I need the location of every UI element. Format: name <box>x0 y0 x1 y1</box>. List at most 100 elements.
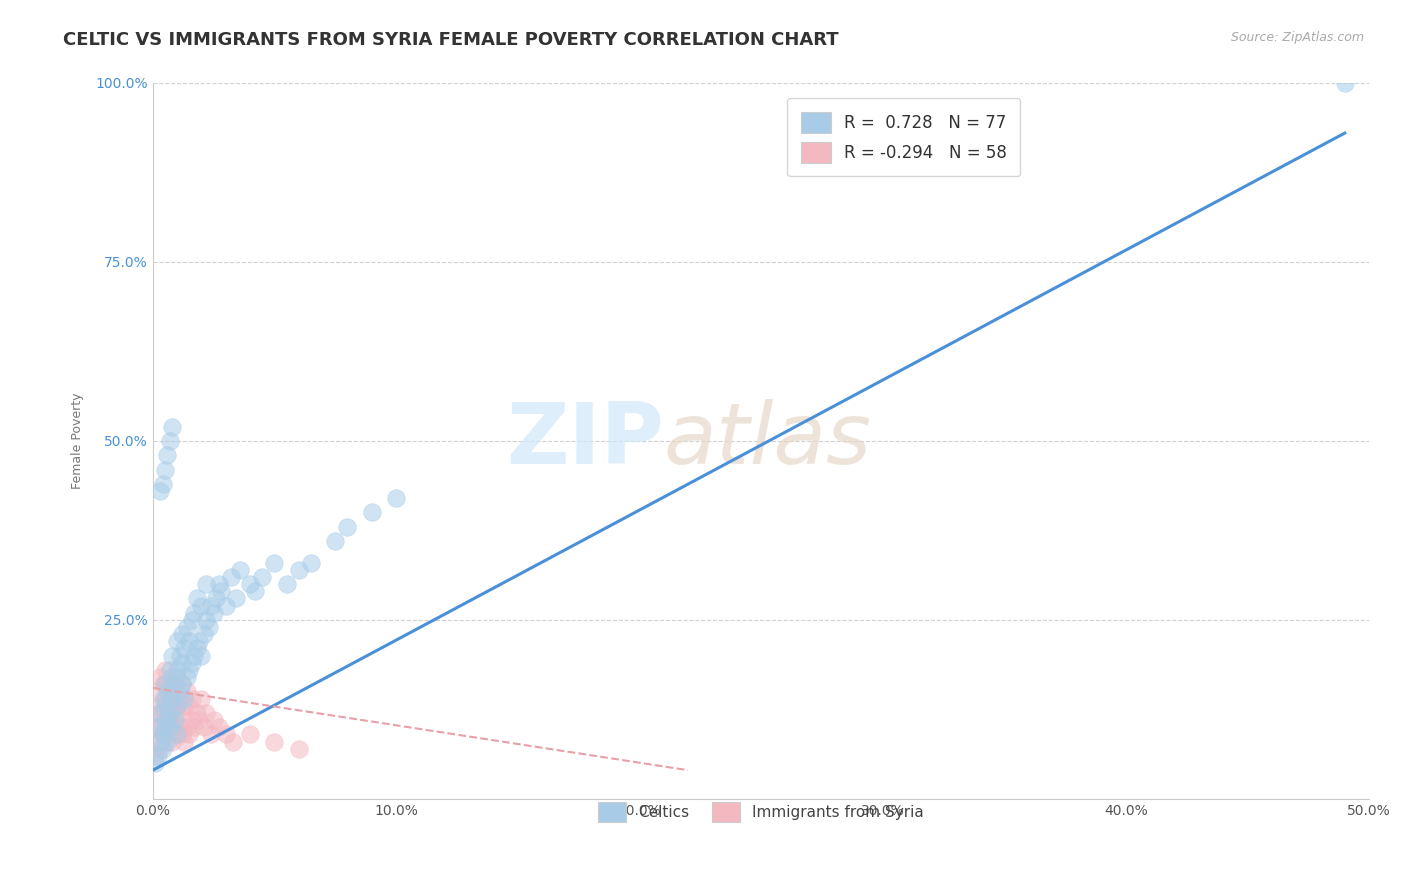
Point <box>143 756 166 770</box>
Point <box>153 677 176 691</box>
Point <box>152 741 174 756</box>
Point <box>163 677 186 691</box>
Point <box>276 577 298 591</box>
Point <box>385 491 408 505</box>
Point <box>288 563 311 577</box>
Point <box>146 734 169 748</box>
Point <box>162 691 184 706</box>
Point <box>169 684 191 698</box>
Point <box>186 706 208 720</box>
Point <box>156 448 179 462</box>
Point <box>162 670 184 684</box>
Point <box>156 677 179 691</box>
Point <box>170 706 193 720</box>
Point <box>207 577 229 591</box>
Point <box>170 677 193 691</box>
Point <box>173 691 195 706</box>
Point <box>176 684 198 698</box>
Point <box>162 713 184 727</box>
Point <box>156 734 179 748</box>
Point <box>170 677 193 691</box>
Point <box>166 727 188 741</box>
Point <box>153 691 176 706</box>
Point <box>149 483 172 498</box>
Point <box>143 720 166 734</box>
Point <box>183 648 205 663</box>
Point <box>173 641 195 656</box>
Point <box>159 727 181 741</box>
Point <box>202 606 225 620</box>
Point <box>163 713 186 727</box>
Point <box>162 734 184 748</box>
Point <box>166 727 188 741</box>
Point <box>202 713 225 727</box>
Point <box>152 476 174 491</box>
Point <box>179 727 201 741</box>
Point <box>263 556 285 570</box>
Point <box>153 462 176 476</box>
Point <box>152 677 174 691</box>
Point <box>170 727 193 741</box>
Point <box>193 720 215 734</box>
Point <box>152 727 174 741</box>
Point <box>159 706 181 720</box>
Point <box>243 584 266 599</box>
Y-axis label: Female Poverty: Female Poverty <box>72 392 84 489</box>
Point <box>288 741 311 756</box>
Point <box>162 648 184 663</box>
Point <box>183 606 205 620</box>
Point <box>169 691 191 706</box>
Text: atlas: atlas <box>664 400 872 483</box>
Point <box>166 663 188 677</box>
Point <box>159 706 181 720</box>
Point <box>186 591 208 606</box>
Point <box>166 698 188 713</box>
Point <box>156 684 179 698</box>
Point <box>183 720 205 734</box>
Point <box>186 641 208 656</box>
Point <box>149 734 172 748</box>
Point <box>152 706 174 720</box>
Point <box>197 620 219 634</box>
Point <box>146 684 169 698</box>
Point <box>219 570 242 584</box>
Point <box>179 663 201 677</box>
Point <box>153 720 176 734</box>
Point <box>166 634 188 648</box>
Point <box>180 656 202 670</box>
Point <box>166 698 188 713</box>
Point <box>143 748 166 763</box>
Point <box>179 634 201 648</box>
Point <box>239 577 262 591</box>
Point <box>190 599 212 613</box>
Point <box>209 584 232 599</box>
Point <box>156 698 179 713</box>
Point <box>299 556 322 570</box>
Point <box>162 419 184 434</box>
Point <box>176 720 198 734</box>
Point <box>146 720 169 734</box>
Point <box>176 620 198 634</box>
Point <box>1333 76 1355 90</box>
Point <box>156 720 179 734</box>
Text: CELTIC VS IMMIGRANTS FROM SYRIA FEMALE POVERTY CORRELATION CHART: CELTIC VS IMMIGRANTS FROM SYRIA FEMALE P… <box>63 31 839 49</box>
Point <box>163 677 186 691</box>
Point <box>215 727 238 741</box>
Point <box>188 634 211 648</box>
Point <box>179 698 201 713</box>
Point <box>159 684 181 698</box>
Point <box>207 720 229 734</box>
Point <box>215 599 238 613</box>
Point <box>159 434 181 448</box>
Point <box>149 741 172 756</box>
Point <box>153 663 176 677</box>
Point <box>180 613 202 627</box>
Point <box>195 706 218 720</box>
Point <box>188 713 211 727</box>
Point <box>146 748 169 763</box>
Point <box>149 698 172 713</box>
Point <box>252 570 274 584</box>
Point <box>149 720 172 734</box>
Point <box>169 720 191 734</box>
Point <box>195 577 218 591</box>
